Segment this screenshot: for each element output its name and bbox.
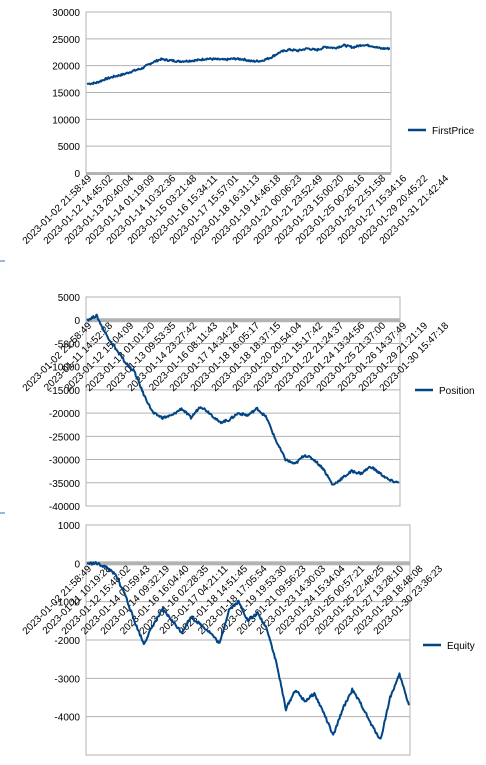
x-axis-band <box>86 172 391 175</box>
y-tick-label: 20000 <box>52 62 80 73</box>
y-tick-label: 25000 <box>52 35 80 46</box>
chart-firstprice[interactable]: 0 5000 10000 15000 20000 25000 30000 2023-01-02… <box>0 0 486 260</box>
zero-axis-band <box>86 561 410 566</box>
y-tick-label: -4000 <box>54 713 80 724</box>
y-tick-label: -25000 <box>49 432 81 443</box>
y-tick-label: -2000 <box>54 636 80 647</box>
legend-label: Position <box>439 386 475 397</box>
y-tick-label: -20000 <box>49 409 81 420</box>
y-tick-label: -5000 <box>54 339 80 350</box>
series-line-Position <box>86 313 400 486</box>
series-line-Equity <box>86 561 410 740</box>
y-tick-label: 10000 <box>52 115 80 126</box>
y-tick-label: 1000 <box>58 521 81 532</box>
y-tick-label: -35000 <box>49 479 81 490</box>
y-tick-label: -30000 <box>49 456 81 467</box>
legend-label: Equity <box>447 641 475 652</box>
y-tick-label: 5000 <box>58 142 81 153</box>
y-tick-label: 15000 <box>52 89 80 100</box>
series-line-FirstPrice <box>86 43 391 86</box>
y-tick-label: 0 <box>74 316 80 327</box>
y-tick-label: 30000 <box>52 8 80 19</box>
y-tick-label: 5000 <box>58 293 81 304</box>
chart-position-svg: -40000 -35000 -30000 -25000 -20000 -15000 -100… <box>21 293 475 512</box>
y-tick-label: 0 <box>74 559 80 570</box>
y-tick-label: -3000 <box>54 674 80 685</box>
y-tick-label: 0 <box>74 169 80 180</box>
chart-position[interactable]: -40000 -35000 -30000 -25000 -20000 -15000 -100… <box>0 262 486 512</box>
y-tick-label: -10000 <box>49 363 81 374</box>
chart-firstprice-svg: 0500010000150002000025000300002023-01-02… <box>21 8 475 247</box>
chart-equity[interactable]: -4000 -3000 -2000 -1000 0 1000 2023-01-02 21:5… <box>0 515 486 765</box>
y-tick-label: -40000 <box>49 502 81 512</box>
legend-label: FirstPrice <box>432 126 475 137</box>
zero-axis-band <box>86 318 400 323</box>
y-tick-label: -1000 <box>54 598 80 609</box>
y-tick-label: -15000 <box>49 386 81 397</box>
plot-area <box>85 296 401 507</box>
